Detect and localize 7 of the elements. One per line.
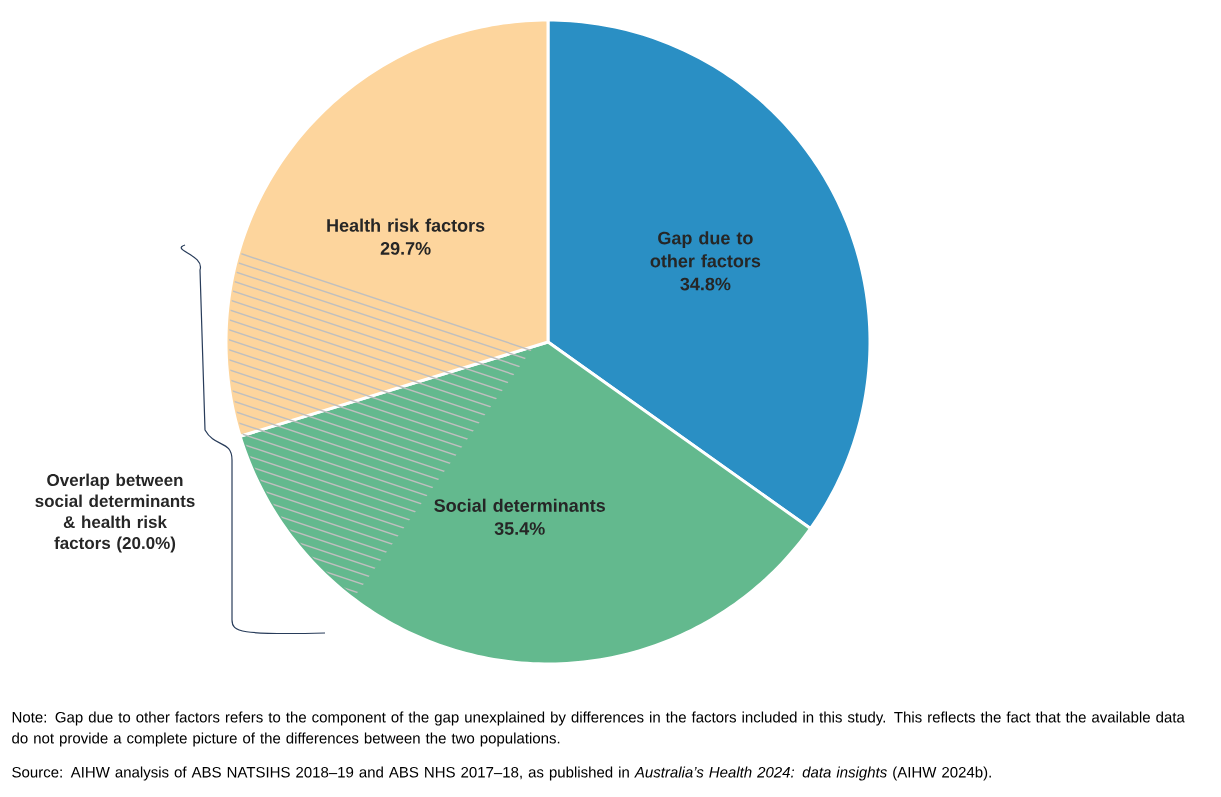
data-label: 29.7% xyxy=(380,242,431,255)
slice-label: Health risk factors xyxy=(327,218,485,232)
text: Overlap between social determinants & health risk factors (20.0%) xyxy=(35,473,195,553)
text: Note: Gap due to other factors refers to the component of the gap unexplained by differences in the factors included in this study. This reflects the fact that the available data do not provide a complete picture of the differences between the two populations. xyxy=(12,711,1185,747)
data-label: 34.8% xyxy=(680,277,731,291)
source-note: Source: AIHW analysis of ABS NATSIHS 2018–19 and ABS NHS 2017–18, as published in Australia’s Health 2024: data insights (AIHW 2024b). xyxy=(12,766,991,781)
slice-label: Gap due to other factors xyxy=(650,231,761,268)
